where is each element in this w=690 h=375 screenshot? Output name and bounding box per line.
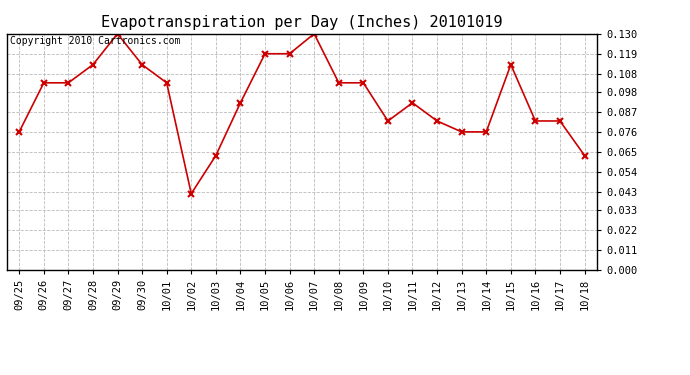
- Text: Copyright 2010 Cartronics.com: Copyright 2010 Cartronics.com: [10, 36, 180, 46]
- Title: Evapotranspiration per Day (Inches) 20101019: Evapotranspiration per Day (Inches) 2010…: [101, 15, 502, 30]
